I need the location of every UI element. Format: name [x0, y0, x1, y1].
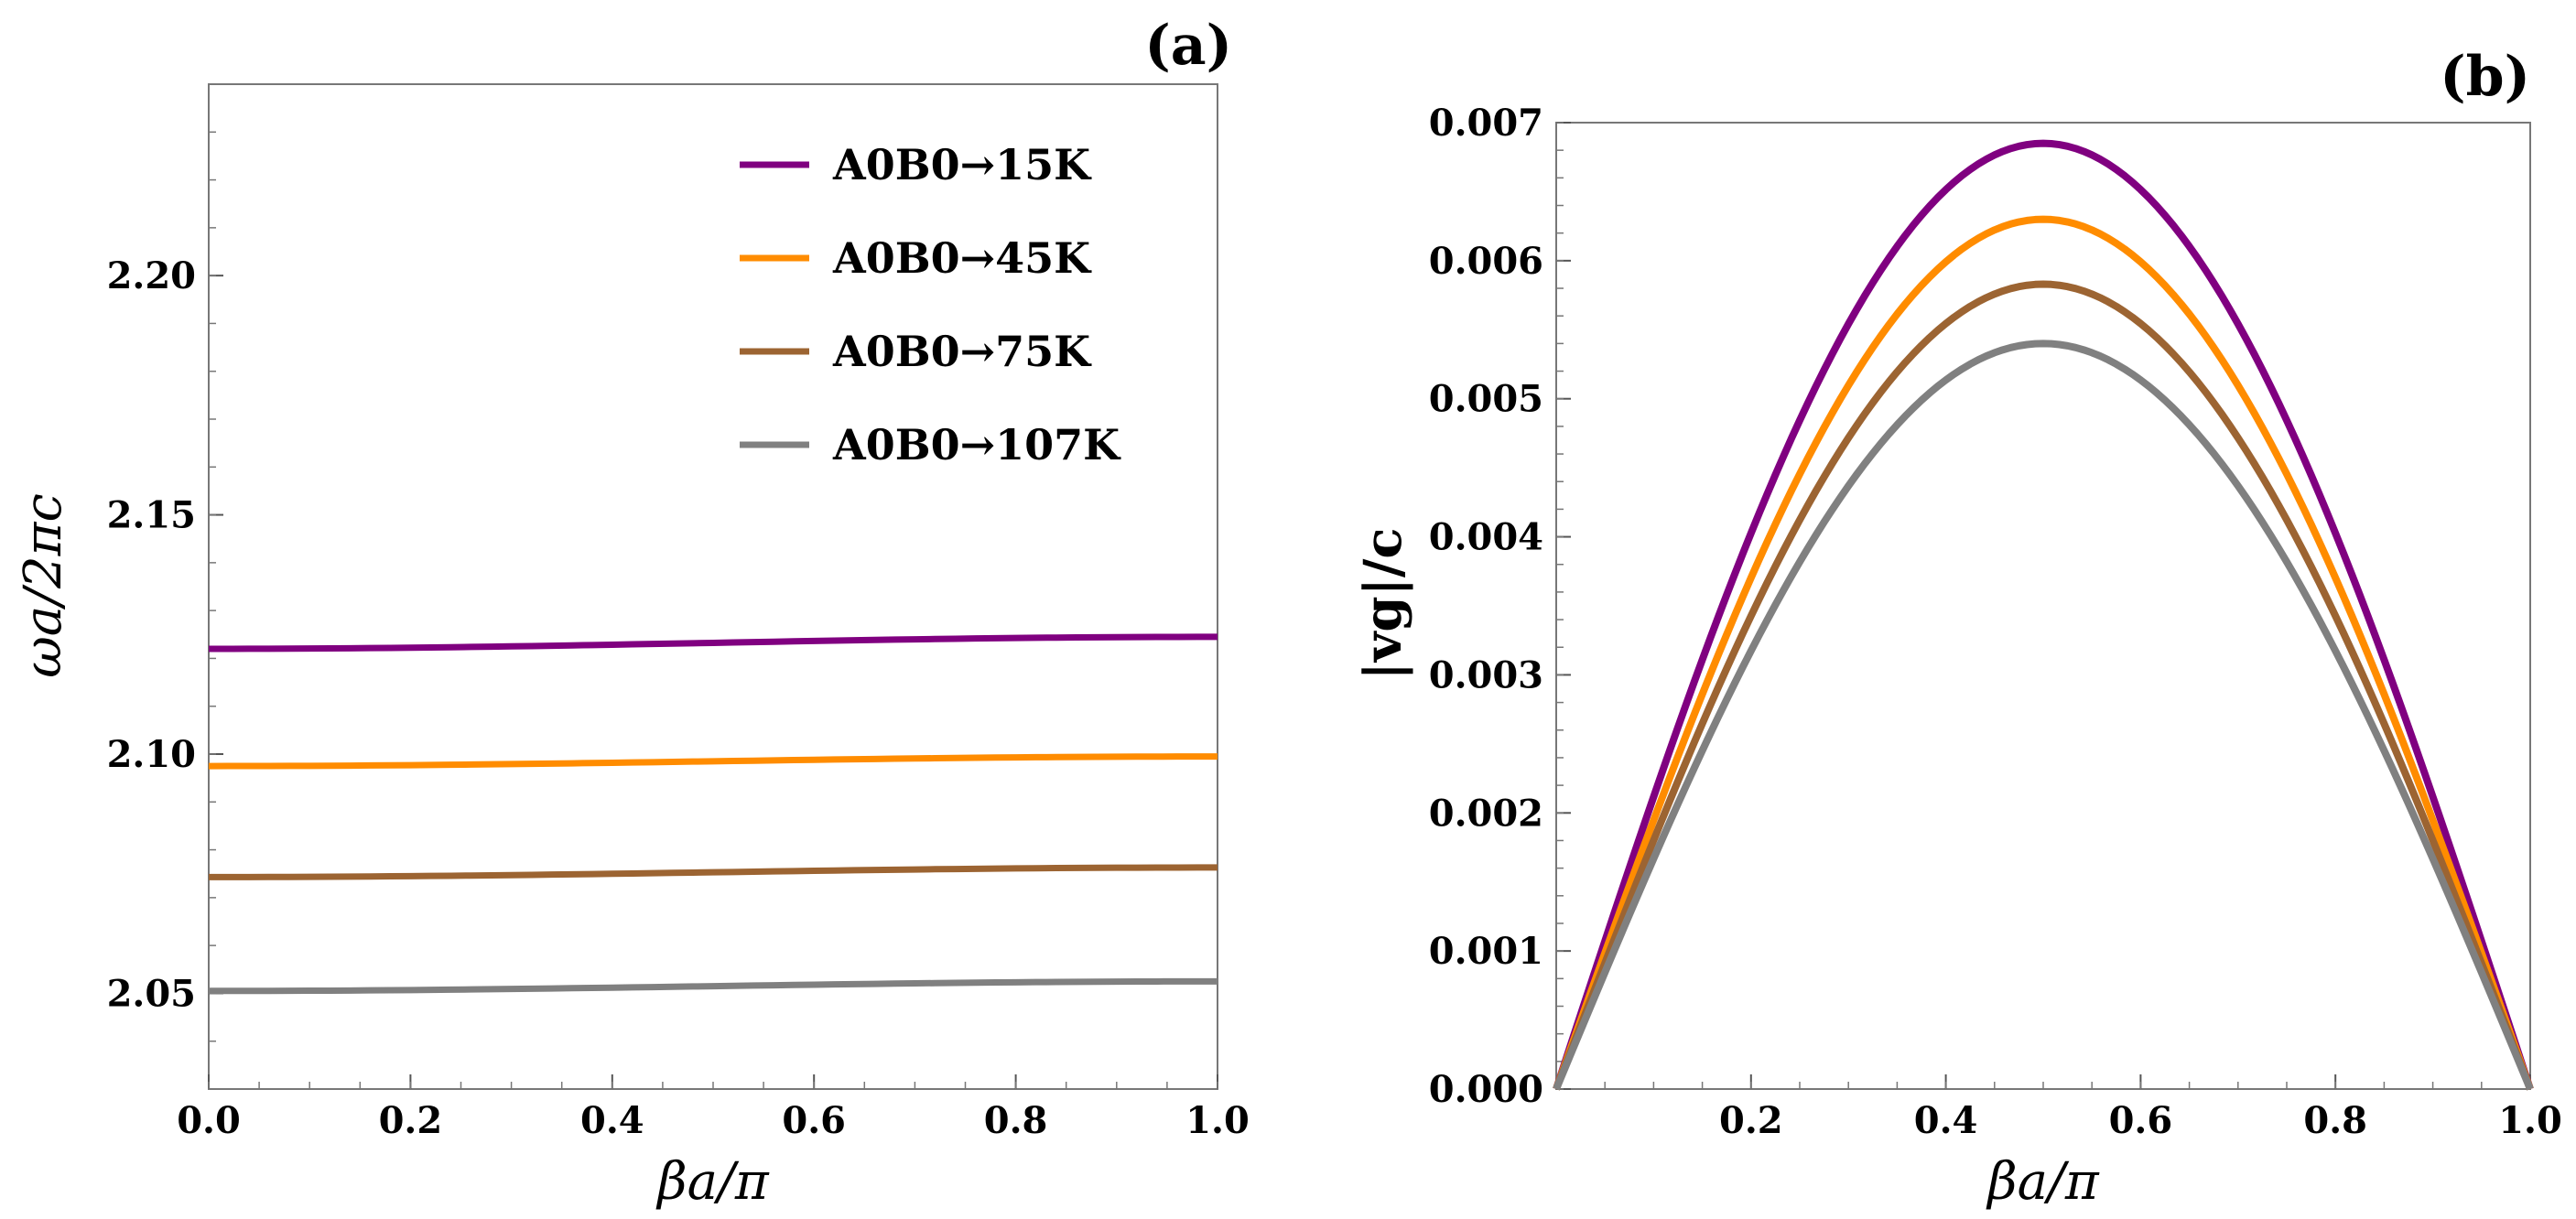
panel-a-series-line-0	[208, 633, 1218, 653]
a-y-tick-label: 2.20	[107, 254, 196, 297]
b-x-tick-label: 1.0	[2498, 1099, 2562, 1142]
panel-b-series-line-1	[1553, 215, 2534, 1091]
a-x-tick-label: 0.6	[782, 1099, 846, 1142]
a-x-tick-label: 0.2	[379, 1099, 443, 1142]
a-x-tick-label: 0.4	[580, 1099, 644, 1142]
panel-a-tag: (a)	[1144, 14, 1232, 78]
b-y-tick-label: 0.001	[1429, 930, 1543, 973]
a-y-tick-label: 2.10	[107, 733, 196, 776]
b-y-tick-label: 0.000	[1429, 1068, 1543, 1111]
legend-label-1: A0B0→45K	[832, 233, 1092, 283]
b-y-tick-label: 0.007	[1429, 102, 1543, 145]
panel-a-y-ticks: 2.05 2.10 2.15 2.20	[107, 83, 223, 1090]
panel-b-series	[1553, 139, 2534, 1091]
panel-b-series-line-0	[1553, 139, 2534, 1091]
legend-label-0: A0B0→15K	[832, 140, 1092, 189]
b-y-tick-label: 0.006	[1429, 240, 1543, 283]
b-x-tick-label: 0.8	[2303, 1099, 2367, 1142]
panel-a-series-line-3	[208, 977, 1218, 995]
panel-a-series-line-2	[208, 864, 1218, 880]
panel-b-y-ticks: 0.000 0.001 0.002 0.003 0.004 0.005 0.006 0.007	[1429, 102, 1571, 1111]
panel-b-y-axis-title: |vg|/c	[1353, 528, 1413, 681]
panel-a-legend: A0B0→15K A0B0→45K A0B0→75K A0B0→107K	[740, 140, 1121, 469]
b-x-tick-label: 0.6	[2109, 1099, 2173, 1142]
b-x-tick-label: 0.4	[1914, 1099, 1978, 1142]
legend-label-3: A0B0→107K	[832, 420, 1121, 469]
panel-b-series-line-2	[1553, 280, 2534, 1091]
a-x-tick-label: 1.0	[1185, 1099, 1250, 1142]
panel-a-x-ticks: 0.0 0.2 0.4 0.6 0.8 1.0	[177, 1074, 1250, 1142]
panel-a: 2.052.102.152.20 0.0 0.2 0.4 0.6 0.8 1.0 (a) …	[14, 14, 1250, 1212]
panel-a-x-axis-title: βa/π	[655, 1152, 770, 1212]
panel-b: 0.000 0.001 0.002 0.003 0.004 0.005 0.006 0.007…	[1353, 45, 2562, 1212]
panel-a-series	[208, 633, 1218, 995]
a-x-tick-label: 0.8	[984, 1099, 1048, 1142]
panel-a-y-axis-title: ωa/2πc	[14, 493, 73, 678]
b-y-tick-label: 0.002	[1429, 792, 1543, 835]
panel-b-plot-frame	[1555, 122, 2531, 1090]
a-y-tick-label: 2.15	[107, 494, 196, 537]
legend-label-2: A0B0→75K	[832, 327, 1092, 376]
panel-b-series-line-3	[1553, 340, 2534, 1091]
panel-b-x-ticks: 0.2 0.4 0.6 0.8 1.0	[1555, 1074, 2562, 1142]
panel-a-series-line-1	[208, 753, 1218, 770]
a-x-tick-label: 0.0	[177, 1099, 241, 1142]
b-y-tick-label: 0.004	[1429, 516, 1543, 559]
panel-b-tag: (b)	[2440, 45, 2530, 109]
b-y-tick-label: 0.005	[1429, 378, 1543, 421]
b-y-tick-label: 0.003	[1429, 653, 1543, 696]
panel-b-x-axis-title: βa/π	[1986, 1152, 2100, 1212]
a-y-tick-label: 2.05	[107, 972, 196, 1015]
b-x-tick-label: 0.2	[1719, 1099, 1783, 1142]
